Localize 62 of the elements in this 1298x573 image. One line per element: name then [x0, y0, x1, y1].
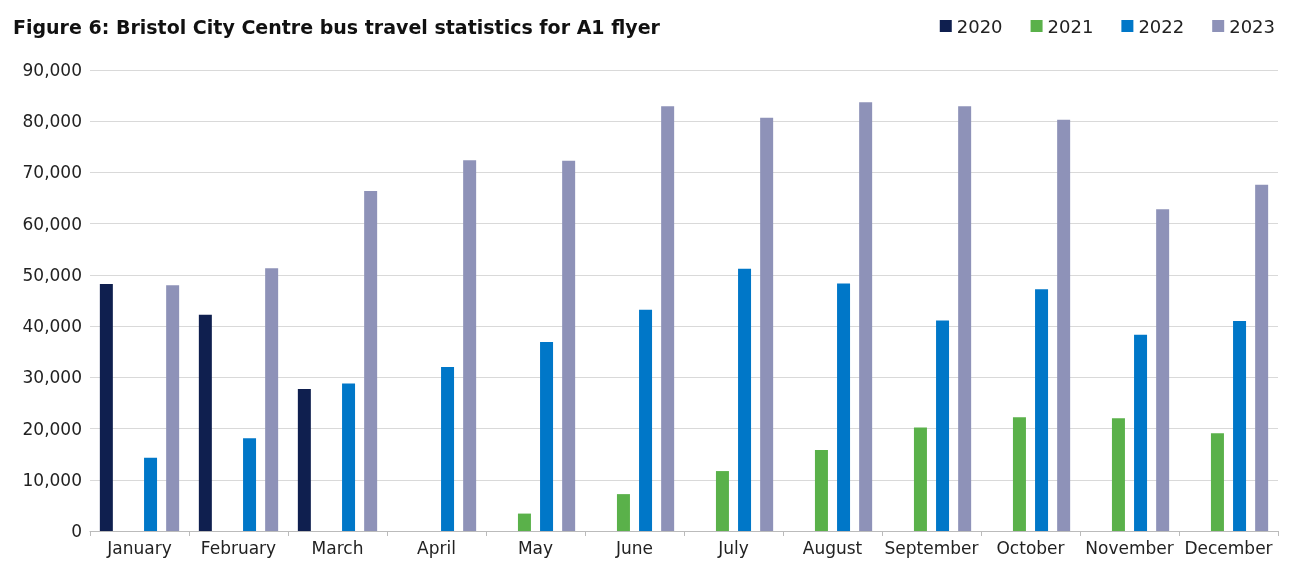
x-tick-label: November	[1085, 537, 1174, 558]
y-tick-label: 70,000	[22, 162, 82, 183]
y-tick-label: 90,000	[22, 60, 82, 80]
bar	[715, 471, 729, 531]
bar	[1035, 289, 1049, 531]
bar	[814, 450, 828, 531]
bar	[958, 106, 972, 531]
x-tick-label: August	[802, 537, 863, 558]
x-tick-label: February	[200, 537, 277, 558]
x-tick-label: May	[517, 537, 554, 558]
y-tick-label: 40,000	[22, 316, 82, 337]
x-tick-label: September	[884, 537, 979, 558]
bar	[616, 494, 630, 531]
bar	[1111, 418, 1125, 531]
bar	[166, 285, 180, 531]
y-tick-label: 80,000	[22, 111, 82, 132]
legend-label: 2021	[1047, 15, 1094, 37]
bar	[243, 438, 257, 531]
x-tick-label: January	[106, 537, 172, 558]
y-tick-label: 20,000	[22, 418, 82, 439]
bar	[738, 268, 752, 531]
bar	[265, 268, 279, 531]
x-tick-label: June	[614, 537, 654, 558]
legend-label: 2023	[1229, 15, 1275, 37]
bar	[859, 102, 873, 531]
bar	[639, 309, 653, 531]
x-tick-label: July	[717, 537, 749, 558]
bar	[517, 513, 531, 531]
bar	[936, 320, 950, 531]
bar	[837, 283, 851, 531]
bar	[1134, 334, 1148, 531]
legend-label: 2020	[956, 15, 1003, 37]
x-tick-label: October	[996, 537, 1065, 558]
bar	[1012, 417, 1026, 531]
bar	[540, 341, 554, 531]
legend-label: 2022	[1138, 15, 1185, 37]
bar	[1255, 184, 1269, 531]
bar	[342, 383, 356, 531]
bar	[297, 389, 311, 531]
bar	[1233, 320, 1247, 531]
bar	[441, 367, 455, 531]
bar	[1156, 209, 1170, 531]
bar	[1210, 433, 1224, 531]
chart-title: Figure 6: Bristol City Centre bus travel statistics for A1 flyer	[13, 15, 661, 38]
x-tick-label: April	[417, 537, 456, 558]
bar	[661, 106, 675, 531]
bar	[562, 160, 576, 531]
y-tick-label: 0	[71, 521, 82, 541]
y-tick-label: 10,000	[22, 469, 82, 490]
bar	[198, 314, 212, 531]
bar	[463, 160, 477, 531]
bar	[913, 427, 927, 531]
x-tick-label: December	[1184, 537, 1273, 558]
y-tick-label: 50,000	[22, 264, 82, 285]
bar	[364, 190, 378, 531]
y-tick-label: 30,000	[22, 367, 82, 388]
bar	[144, 457, 158, 531]
x-tick-label: March	[311, 537, 364, 558]
bar	[99, 284, 113, 531]
bar	[1057, 119, 1071, 531]
bar	[760, 117, 774, 531]
y-tick-label: 60,000	[22, 213, 82, 234]
